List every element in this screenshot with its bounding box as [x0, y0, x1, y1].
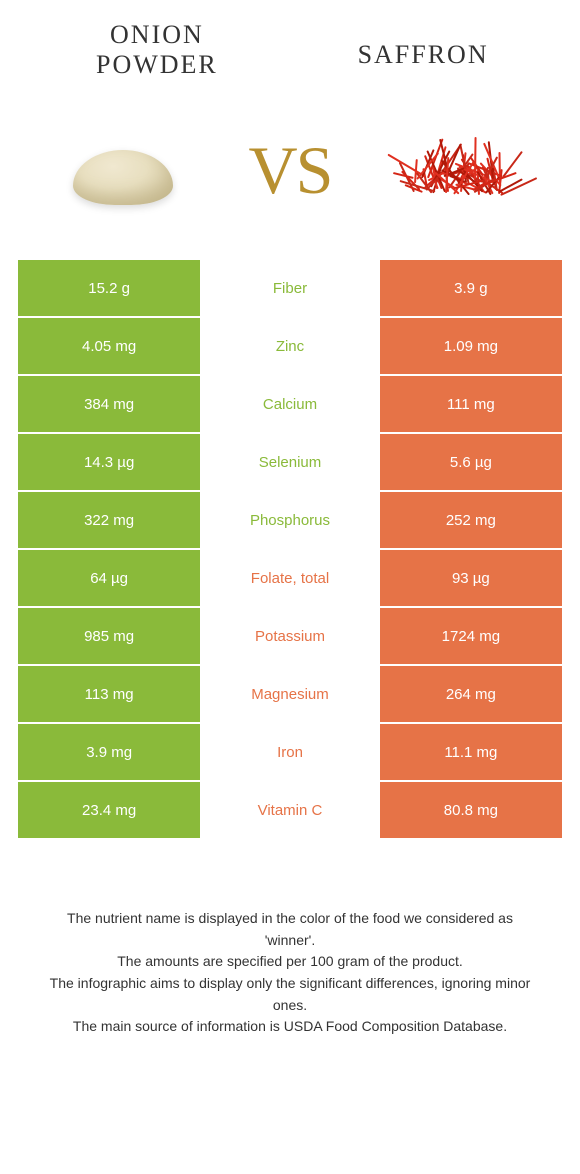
- nutrient-name: Selenium: [200, 434, 380, 490]
- value-left: 985 mg: [18, 608, 200, 664]
- table-row: 384 mgCalcium111 mg: [18, 376, 562, 432]
- value-left: 322 mg: [18, 492, 200, 548]
- saffron-image: [382, 115, 532, 225]
- table-row: 4.05 mgZinc1.09 mg: [18, 318, 562, 374]
- table-row: 15.2 gFiber3.9 g: [18, 260, 562, 316]
- value-left: 14.3 µg: [18, 434, 200, 490]
- footer-notes: The nutrient name is displayed in the co…: [18, 908, 562, 1038]
- value-right: 11.1 mg: [380, 724, 562, 780]
- value-left: 384 mg: [18, 376, 200, 432]
- table-row: 985 mgPotassium1724 mg: [18, 608, 562, 664]
- table-row: 23.4 mgVitamin C80.8 mg: [18, 782, 562, 838]
- value-right: 80.8 mg: [380, 782, 562, 838]
- table-row: 14.3 µgSelenium5.6 µg: [18, 434, 562, 490]
- value-left: 4.05 mg: [18, 318, 200, 374]
- title-right: SAFFRON: [314, 40, 532, 70]
- footer-line-4: The main source of information is USDA F…: [48, 1016, 532, 1038]
- value-right: 1724 mg: [380, 608, 562, 664]
- nutrient-table: 15.2 gFiber3.9 g4.05 mgZinc1.09 mg384 mg…: [18, 260, 562, 838]
- footer-line-1: The nutrient name is displayed in the co…: [48, 908, 532, 951]
- footer-line-3: The infographic aims to display only the…: [48, 973, 532, 1016]
- images-row: VS: [18, 115, 562, 225]
- infographic-container: ONION POWDER SAFFRON VS 15.2 gFiber3.9 g…: [0, 0, 580, 1058]
- value-left: 15.2 g: [18, 260, 200, 316]
- value-right: 1.09 mg: [380, 318, 562, 374]
- nutrient-name: Zinc: [200, 318, 380, 374]
- nutrient-name: Vitamin C: [200, 782, 380, 838]
- nutrient-name: Folate, total: [200, 550, 380, 606]
- table-row: 3.9 mgIron11.1 mg: [18, 724, 562, 780]
- value-right: 264 mg: [380, 666, 562, 722]
- value-right: 111 mg: [380, 376, 562, 432]
- onion-powder-image: [48, 115, 198, 225]
- value-left: 64 µg: [18, 550, 200, 606]
- value-right: 3.9 g: [380, 260, 562, 316]
- value-left: 113 mg: [18, 666, 200, 722]
- nutrient-name: Magnesium: [200, 666, 380, 722]
- value-right: 252 mg: [380, 492, 562, 548]
- value-right: 93 µg: [380, 550, 562, 606]
- nutrient-name: Iron: [200, 724, 380, 780]
- footer-line-2: The amounts are specified per 100 gram o…: [48, 951, 532, 973]
- value-left: 3.9 mg: [18, 724, 200, 780]
- table-row: 322 mgPhosphorus252 mg: [18, 492, 562, 548]
- value-right: 5.6 µg: [380, 434, 562, 490]
- nutrient-name: Fiber: [200, 260, 380, 316]
- nutrient-name: Calcium: [200, 376, 380, 432]
- table-row: 113 mgMagnesium264 mg: [18, 666, 562, 722]
- header: ONION POWDER SAFFRON: [18, 20, 562, 80]
- value-left: 23.4 mg: [18, 782, 200, 838]
- nutrient-name: Phosphorus: [200, 492, 380, 548]
- vs-label: VS: [249, 131, 332, 210]
- nutrient-name: Potassium: [200, 608, 380, 664]
- title-left: ONION POWDER: [48, 20, 266, 80]
- table-row: 64 µgFolate, total93 µg: [18, 550, 562, 606]
